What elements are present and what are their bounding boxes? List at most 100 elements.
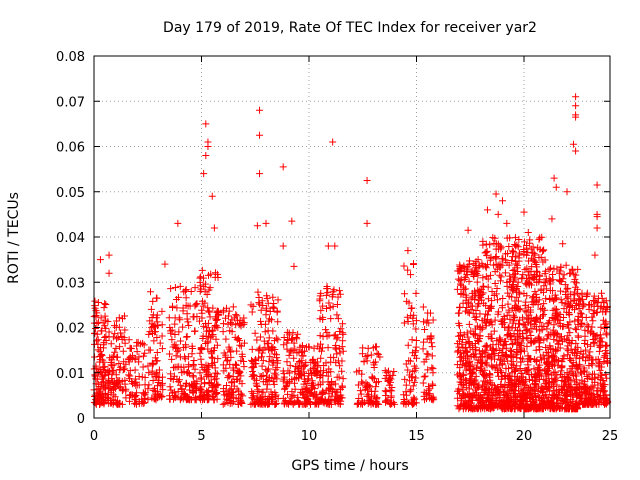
data-point	[575, 361, 583, 369]
data-point	[428, 352, 436, 360]
data-point	[471, 289, 479, 297]
data-point	[116, 366, 124, 374]
data-point	[149, 386, 157, 394]
data-point	[542, 278, 550, 286]
data-point	[497, 277, 504, 285]
data-point	[487, 271, 495, 279]
data-point	[159, 386, 167, 394]
data-point	[259, 378, 267, 386]
data-point	[587, 301, 595, 309]
data-point	[456, 263, 464, 271]
data-point	[299, 352, 307, 360]
data-point	[425, 319, 433, 327]
data-point	[332, 388, 340, 396]
data-point	[523, 244, 531, 252]
data-point	[323, 329, 331, 337]
data-point	[338, 367, 346, 375]
data-point	[571, 275, 579, 283]
data-point	[356, 387, 364, 395]
data-point	[264, 299, 272, 307]
data-point	[549, 276, 557, 284]
data-point	[212, 335, 220, 343]
data-point	[280, 400, 288, 408]
data-point	[545, 319, 553, 327]
data-point	[171, 363, 179, 371]
data-point	[212, 375, 220, 383]
data-point	[489, 346, 497, 354]
data-point	[261, 328, 269, 336]
data-point	[455, 343, 463, 351]
data-point	[255, 354, 263, 362]
data-point	[132, 400, 140, 408]
data-point	[520, 386, 528, 394]
data-point	[329, 302, 337, 310]
data-point	[489, 388, 497, 396]
data-point	[269, 361, 277, 369]
data-point	[189, 362, 197, 370]
x-axis-label: GPS time / hours	[291, 458, 408, 474]
data-point	[324, 372, 332, 380]
data-point	[358, 400, 366, 408]
data-point	[101, 363, 109, 371]
data-point	[459, 386, 467, 394]
data-point	[195, 317, 203, 325]
data-point	[167, 386, 175, 394]
data-point	[372, 379, 380, 387]
data-point	[484, 295, 492, 303]
data-point	[407, 386, 415, 394]
data-point	[103, 396, 111, 404]
data-point	[512, 382, 520, 390]
data-point	[111, 322, 119, 330]
data-point	[317, 340, 325, 348]
data-point	[584, 341, 592, 349]
data-point	[531, 257, 539, 265]
data-point	[202, 120, 210, 128]
data-point	[526, 275, 534, 283]
data-point	[153, 333, 161, 341]
data-point	[513, 293, 521, 301]
data-point	[501, 269, 509, 277]
data-point	[326, 304, 334, 312]
data-point	[475, 338, 483, 346]
data-point	[549, 287, 557, 295]
data-point	[527, 332, 535, 340]
data-point	[153, 294, 161, 302]
y-tick-label: 0.06	[56, 141, 85, 156]
data-point	[402, 360, 410, 368]
data-point	[545, 331, 553, 339]
data-point	[169, 302, 177, 310]
data-point	[107, 340, 115, 348]
data-point	[208, 360, 216, 368]
data-point	[213, 315, 221, 323]
data-point	[158, 345, 166, 353]
data-point	[498, 255, 506, 263]
data-point	[456, 372, 464, 380]
data-point	[189, 388, 197, 396]
data-point	[305, 369, 313, 377]
data-point	[229, 303, 237, 311]
data-point	[220, 388, 228, 396]
data-point	[263, 340, 271, 348]
data-point	[479, 289, 487, 297]
data-point	[464, 359, 472, 367]
data-point	[588, 323, 596, 331]
data-point	[408, 373, 416, 381]
data-point	[564, 284, 572, 292]
data-point	[555, 319, 563, 327]
data-point	[602, 341, 610, 349]
data-point	[301, 362, 309, 370]
data-point	[219, 400, 227, 408]
data-point	[482, 264, 490, 272]
data-point	[317, 307, 325, 315]
data-point	[556, 267, 564, 275]
data-point	[171, 331, 179, 339]
y-tick-label: 0	[77, 412, 85, 427]
data-point	[112, 379, 120, 387]
data-point	[453, 285, 461, 293]
data-point	[337, 325, 345, 333]
data-point	[484, 391, 492, 399]
data-point	[233, 312, 241, 320]
data-point	[532, 378, 540, 386]
data-point	[493, 296, 501, 304]
data-point	[407, 357, 415, 365]
